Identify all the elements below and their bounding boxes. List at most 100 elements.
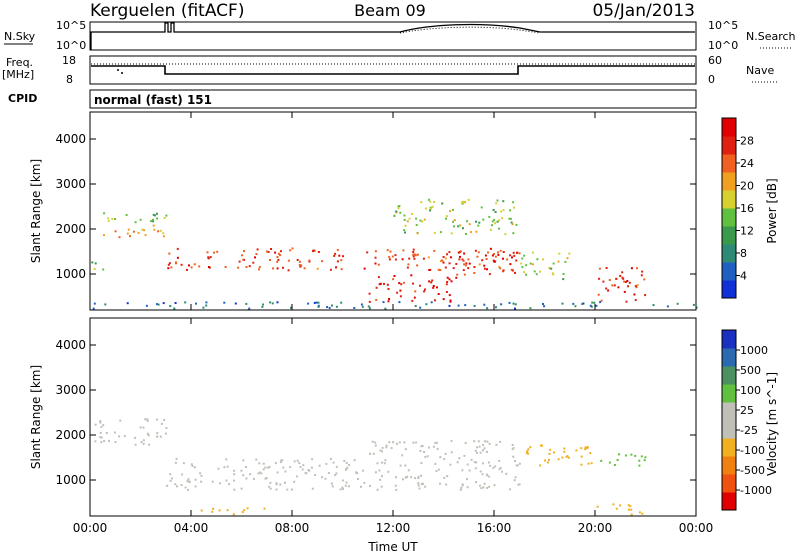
velocity-echo-cell (544, 459, 546, 462)
velocity-echo-cell (398, 441, 401, 444)
power-echo-cell (163, 217, 166, 219)
power-echo-cell (162, 302, 165, 305)
velocity-echo-cell (481, 473, 484, 476)
velocity-echo-cell (184, 486, 187, 489)
velocity-echo-cell (257, 472, 260, 475)
power-colorbar-swatch (722, 118, 736, 137)
power-echo-cell (463, 273, 466, 276)
velocity-echo-cell (618, 453, 620, 456)
velocity-echo-cell (262, 468, 265, 471)
power-echo-cell (308, 259, 311, 262)
power-echo-cell (321, 260, 324, 263)
velocity-echo-cell (557, 458, 560, 461)
velocity-echo-cell (439, 456, 442, 459)
power-echo-cell (623, 280, 626, 283)
power-echo-cell (445, 291, 448, 293)
velocity-echo-cell (169, 479, 172, 482)
power-colorbar-tick: 12 (740, 225, 754, 238)
velocity-echo-cell (422, 482, 424, 485)
power-echo-cell (433, 231, 436, 234)
velocity-echo-cell (360, 485, 362, 488)
velocity-echo-cell (478, 445, 481, 448)
velocity-echo-cell (100, 436, 103, 439)
velocity-echo-cell (514, 476, 517, 479)
power-echo-cell (455, 263, 458, 265)
velocity-colorbar-swatch (722, 420, 736, 439)
velocity-echo-cell (616, 459, 619, 461)
velocity-echo-cell (443, 458, 446, 461)
velocity-echo-cell (575, 449, 578, 452)
power-echo-cell (241, 254, 243, 257)
power-echo-cell (607, 289, 610, 292)
power-echo-cell (107, 217, 110, 220)
power-colorbar-tick: 24 (740, 157, 754, 170)
velocity-echo-cell (460, 486, 463, 489)
velocity-echo-cell (357, 478, 359, 480)
power-echo-cell (254, 256, 256, 259)
power-echo-cell (515, 259, 518, 262)
power-echo-cell (412, 251, 415, 253)
velocity-echo-cell (478, 484, 481, 487)
velocity-echo-cell (499, 440, 502, 443)
velocity-echo-cell (242, 459, 245, 462)
power-echo-cell (412, 282, 414, 285)
velocity-echo-cell (258, 462, 261, 465)
power-echo-cell (474, 249, 477, 252)
power-echo-cell (636, 267, 638, 270)
velocity-echo-cell (284, 470, 287, 473)
power-echo-cell (102, 268, 105, 271)
velocity-echo-cell (434, 441, 437, 444)
power-echo-cell (623, 290, 626, 293)
power-echo-cell (640, 274, 643, 277)
power-echo-cell (494, 211, 497, 213)
velocity-echo-cell (615, 507, 618, 510)
velocity-echo-cell (529, 446, 532, 449)
power-echo-cell (224, 266, 227, 268)
power-echo-cell (366, 251, 369, 254)
velocity-echo-cell (638, 511, 641, 514)
power-echo-cell (514, 307, 516, 310)
velocity-echo-cell (513, 479, 516, 482)
power-echo-cell (165, 214, 168, 217)
power-echo-cell (402, 281, 405, 284)
velocity-echo-cell (264, 466, 267, 469)
velocity-echo-cell (634, 454, 637, 457)
velocity-echo-cell (414, 477, 417, 480)
velocity-echo-cell (586, 446, 589, 449)
nsky-label: N.Sky (4, 30, 36, 43)
power-echo-cell (498, 219, 501, 222)
power-echo-cell (449, 299, 452, 302)
velocity-echo-cell (200, 480, 203, 483)
power-echo-cell (336, 260, 339, 263)
x-tick-label: 08:00 (275, 521, 310, 535)
velocity-echo-cell (384, 459, 387, 462)
power-echo-cell (489, 247, 492, 250)
velocity-echo-cell (423, 451, 426, 453)
velocity-echo-cell (407, 469, 410, 472)
power-echo-cell (334, 252, 337, 255)
power-echo-cell (600, 299, 603, 302)
power-echo-cell (329, 268, 332, 271)
velocity-echo-cell (404, 464, 407, 467)
velocity-colorbar-tick: 100 (740, 384, 761, 397)
power-echo-cell (213, 251, 215, 254)
power-echo-cell (410, 274, 413, 277)
velocity-echo-cell (134, 436, 137, 439)
velocity-echo-cell (553, 451, 555, 454)
power-echo-cell (582, 302, 585, 305)
velocity-echo-cell (269, 481, 272, 484)
velocity-echo-cell (296, 459, 299, 462)
power-echo-cell (388, 258, 391, 261)
power-echo-cell (150, 220, 153, 223)
velocity-echo-cell (371, 440, 374, 443)
velocity-echo-cell (228, 483, 231, 486)
velocity-echo-cell (420, 474, 423, 477)
power-echo-cell (460, 201, 463, 204)
power-echo-cell (441, 259, 444, 262)
power-echo-cell (695, 306, 698, 309)
power-echo-cell (635, 286, 638, 289)
power-colorbar-tick: 8 (740, 247, 747, 260)
velocity-echo-cell (514, 460, 516, 462)
power-echo-cell (511, 223, 514, 226)
velocity-colorbar-swatch (722, 456, 736, 475)
